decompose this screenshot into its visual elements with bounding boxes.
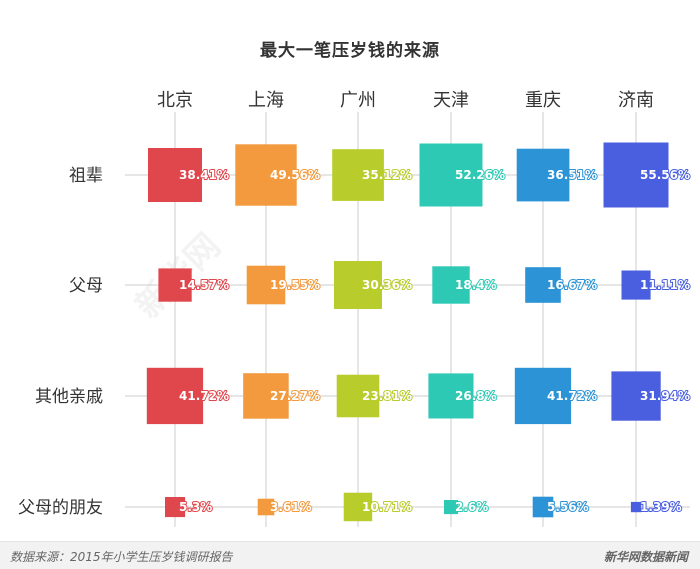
data-square [165, 497, 186, 518]
data-square [630, 501, 642, 513]
data-label: 5.56% [547, 500, 589, 514]
data-square [532, 496, 554, 518]
data-label: 5.3% [179, 500, 212, 514]
source-text: 数据来源：2015年小学生压岁钱调研报告 [10, 550, 233, 564]
data-label: 26.8% [455, 389, 497, 403]
data-square [621, 270, 651, 300]
data-square [332, 149, 384, 201]
data-square [235, 144, 297, 206]
data-square [334, 261, 382, 309]
data-label: 30.36% [362, 278, 412, 292]
data-label: 3.61% [270, 500, 312, 514]
column-label: 广州 [340, 90, 376, 111]
data-label: 55.56% [640, 168, 690, 182]
row-label: 祖辈 [69, 166, 103, 186]
data-square [444, 500, 459, 515]
row-label: 父母的朋友 [18, 498, 103, 518]
data-square [146, 367, 204, 425]
data-label: 10.71% [362, 500, 412, 514]
data-square [148, 148, 202, 202]
column-label: 上海 [248, 90, 284, 111]
data-square [243, 373, 289, 419]
data-label: 18.4% [455, 278, 497, 292]
row-label: 其他亲戚 [35, 387, 103, 407]
data-square [246, 265, 286, 305]
column-label: 天津 [433, 90, 469, 111]
data-square [525, 267, 561, 303]
data-square [432, 266, 470, 304]
data-label: 41.72% [179, 389, 229, 403]
data-square [343, 492, 373, 522]
data-square [428, 373, 474, 419]
data-label: 49.56% [270, 168, 320, 182]
data-label: 31.94% [640, 389, 690, 403]
brand-text: 新华网数据新闻 [603, 550, 688, 564]
footer-bar: 数据来源：2015年小学生压岁钱调研报告 新华网数据新闻 [0, 541, 700, 569]
data-label: 2.6% [455, 500, 488, 514]
column-label: 重庆 [525, 90, 561, 111]
data-label: 1.39% [640, 500, 682, 514]
data-label: 41.72% [547, 389, 597, 403]
column-label: 北京 [157, 90, 193, 111]
data-square [514, 367, 572, 425]
data-square [336, 374, 380, 418]
row-label: 父母 [69, 276, 103, 296]
data-label: 27.27% [270, 389, 320, 403]
data-label: 36.51% [547, 168, 597, 182]
data-label: 16.67% [547, 278, 597, 292]
data-square [257, 498, 275, 516]
chart-title: 最大一笔压岁钱的来源 [260, 41, 440, 61]
data-label: 52.26% [455, 168, 505, 182]
data-square [419, 143, 483, 207]
data-square [516, 148, 570, 202]
data-label: 14.57% [179, 278, 229, 292]
data-label: 19.55% [270, 278, 320, 292]
bubble-grid-chart: 新华网北京上海广州天津重庆济南祖辈父母其他亲戚父母的朋友38.41%49.56%… [18, 90, 691, 527]
data-label: 11.11% [640, 278, 690, 292]
data-label: 35.12% [362, 168, 412, 182]
column-label: 济南 [618, 90, 654, 111]
data-square [158, 268, 192, 302]
data-label: 23.81% [362, 389, 412, 403]
data-label: 38.41% [179, 168, 229, 182]
data-square [611, 371, 661, 421]
data-square [603, 142, 669, 208]
